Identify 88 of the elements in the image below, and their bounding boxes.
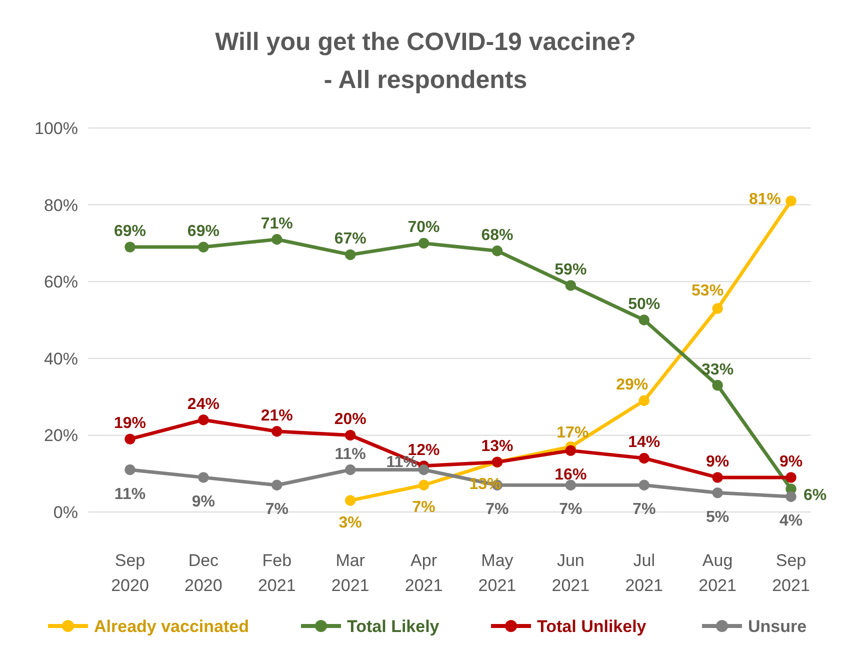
x-tick-label: Sep 2020 [111, 551, 149, 595]
x-tick-label: Jul 2021 [625, 551, 664, 595]
point [344, 430, 356, 441]
y-tick-label: 40% [44, 349, 78, 368]
data-label: 11% [114, 486, 146, 503]
data-label: 67% [334, 230, 366, 248]
point [712, 472, 723, 483]
point [712, 303, 723, 314]
data-label: 7% [486, 501, 509, 518]
x-tick-label: Jun 2021 [552, 551, 590, 595]
data-label: 33% [702, 361, 734, 378]
data-label: 4% [779, 512, 803, 530]
data-label: 16% [554, 466, 587, 484]
point [638, 452, 650, 464]
point [712, 487, 723, 498]
x-tick-label: Mar 2021 [331, 551, 370, 595]
point [272, 480, 282, 490]
data-label: 70% [408, 219, 440, 236]
data-label: 13% [469, 476, 502, 494]
data-label: 21% [260, 407, 293, 424]
y-tick-label: 100% [34, 119, 78, 138]
point [198, 242, 209, 252]
x-tick-label: Sep 2021 [772, 551, 810, 595]
y-tick-label: 0% [53, 503, 78, 522]
legend-label: Total Unlikely [537, 617, 647, 636]
data-label: 24% [187, 396, 220, 413]
point [418, 480, 430, 490]
point [272, 234, 282, 245]
point [344, 495, 356, 506]
legend-label: Unsure [748, 617, 807, 636]
point [565, 280, 576, 291]
point [344, 464, 356, 476]
x-tick-label: Feb 2021 [258, 551, 296, 595]
legend-label: Already vaccinated [94, 617, 249, 636]
point [786, 491, 796, 502]
y-tick-label: 80% [44, 196, 78, 215]
data-label: 7% [412, 499, 436, 516]
point [198, 414, 209, 426]
point [272, 426, 282, 437]
y-tick-label: 60% [44, 272, 78, 292]
x-tick-label: Apr 2021 [404, 551, 443, 595]
x-tick-label: Dec 2020 [184, 551, 222, 595]
data-label: 53% [692, 282, 724, 300]
data-label: 11% [334, 446, 366, 463]
data-label: 9% [192, 493, 216, 510]
data-label: 9% [706, 453, 730, 470]
data-label: 13% [481, 438, 514, 456]
data-label: 81% [748, 190, 782, 208]
data-label: 7% [559, 501, 582, 518]
data-label: 17% [556, 424, 589, 442]
data-label: 69% [187, 223, 220, 240]
data-label: 14% [628, 434, 660, 452]
data-label: 9% [779, 453, 803, 470]
x-tick-label: May 2021 [478, 551, 516, 595]
point [638, 314, 650, 326]
point [124, 242, 136, 252]
point [492, 246, 503, 256]
data-label: 7% [632, 501, 656, 518]
data-label: 6% [803, 486, 827, 504]
point [344, 249, 356, 260]
point [565, 445, 576, 456]
data-label: 5% [706, 508, 730, 526]
legend-label: Total Likely [347, 617, 440, 636]
point [124, 464, 136, 476]
point [124, 434, 136, 444]
data-label: 68% [481, 226, 514, 244]
point [418, 238, 430, 249]
point [638, 480, 650, 490]
data-label: 29% [616, 376, 648, 394]
data-label: 3% [338, 514, 362, 532]
chart-subtitle: - All respondents [324, 66, 528, 94]
data-label: 19% [114, 415, 146, 432]
data-label: 69% [114, 223, 146, 240]
point [418, 464, 430, 476]
data-label: 71% [260, 215, 293, 232]
point [786, 472, 796, 483]
point [565, 480, 576, 490]
point [638, 395, 650, 406]
data-label: 50% [628, 296, 660, 313]
chart-title: Will you get the COVID-19 vaccine? [215, 28, 636, 56]
data-label: 20% [334, 411, 366, 428]
point [712, 380, 723, 391]
x-tick-label: Aug 2021 [698, 551, 736, 595]
point [198, 472, 209, 483]
point [786, 196, 796, 206]
data-label: 7% [265, 501, 288, 518]
data-label: 59% [554, 261, 587, 278]
y-tick-label: 20% [44, 426, 78, 446]
